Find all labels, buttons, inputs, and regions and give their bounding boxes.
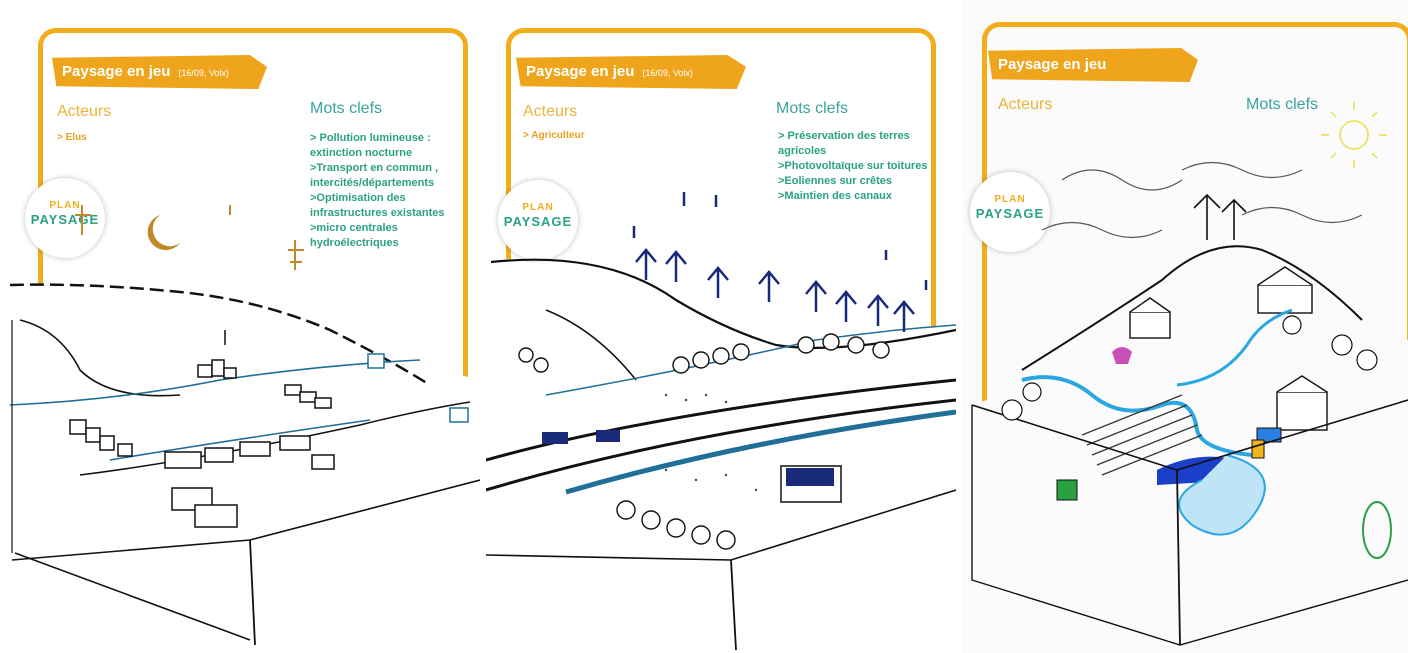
logo-line2: PAYSAGE	[975, 206, 1045, 221]
keyword-list: > Pollution lumineuse : extinction noctu…	[310, 131, 445, 251]
wind-turbines	[632, 192, 928, 332]
moon-icon	[147, 215, 180, 251]
acteur-item: > Elus	[57, 132, 87, 143]
keyword-line: >Eoliennes sur crêtes	[778, 175, 893, 187]
logo-line2: PAYSAGE	[503, 214, 573, 229]
keyword-line: >micro centrales	[310, 222, 398, 234]
keyword-line: > Pollution lumineuse :	[310, 132, 431, 144]
logo-line1: PLAN	[994, 194, 1026, 205]
keyword-line: intercités/départements	[310, 177, 435, 189]
panel-participatif: Paysage en jeu Acteurs Mots clefs PLAN P…	[962, 0, 1408, 653]
panel-agriculteur: Paysage en jeu (16/09, Volx) Acteurs Mots…	[486, 0, 956, 653]
logo-line1: PLAN	[49, 200, 81, 211]
mots-clefs-heading: Mots clefs	[1246, 96, 1319, 113]
landscape-sketch	[486, 192, 956, 653]
panel-title-text: Paysage en jeu	[998, 56, 1107, 73]
plan-paysage-logo: PLAN PAYSAGE	[498, 180, 578, 260]
animal-icon	[1112, 347, 1132, 364]
keyword-line: >Optimisation des	[310, 192, 406, 204]
logo-line1: PLAN	[522, 202, 554, 213]
keyword-line: > Préservation des terres	[778, 130, 910, 142]
keyword-line: >Maintien des canaux	[778, 190, 893, 202]
keyword-line: >Photovoltaïque sur toitures	[778, 160, 928, 172]
keyword-line: extinction nocturne	[310, 147, 413, 159]
keyword-line: >Transport en commun ,	[310, 162, 439, 174]
landscape-sketch	[9, 205, 480, 653]
river	[1021, 375, 1253, 457]
houses	[1129, 266, 1328, 431]
panel-date: (16/09, Volx)	[642, 68, 693, 78]
clouds	[1041, 161, 1363, 239]
panel-elus: Paysage en jeu (16/09, Volx) Acteurs Mots…	[0, 0, 480, 653]
plan-paysage-logo: PLAN PAYSAGE	[25, 178, 105, 258]
keyword-list: > Préservation des terres agricoles >Pho…	[778, 129, 927, 204]
landscape-sketch	[971, 102, 1408, 653]
mots-clefs-heading: Mots clefs	[776, 100, 849, 117]
acteur-item: > Agriculteur	[523, 130, 585, 141]
green-label-icon	[1056, 479, 1078, 501]
acteurs-heading: Acteurs	[523, 103, 578, 120]
panel-title: Paysage en jeu (16/09, Volx)	[52, 55, 267, 89]
keyword-line: hydroélectriques	[310, 237, 399, 249]
crop-field-dots	[664, 393, 758, 492]
keyword-line: infrastructures existantes	[310, 207, 445, 219]
panel-title-text: Paysage en jeu	[62, 63, 171, 80]
acteurs-heading: Acteurs	[57, 103, 112, 120]
dam-icon	[288, 240, 304, 270]
stamp-icon	[1362, 501, 1392, 559]
wind-turbines	[1193, 193, 1247, 240]
sun-icon	[1321, 102, 1387, 168]
aquifer	[1178, 454, 1266, 536]
panel-title: Paysage en jeu (16/09, Volx)	[516, 55, 746, 89]
keyword-line: agricoles	[778, 145, 827, 157]
panel-title: Paysage en jeu	[988, 48, 1198, 82]
panel-date: (16/09, Volx)	[178, 68, 229, 78]
panel-title-text: Paysage en jeu	[526, 63, 635, 80]
acteurs-heading: Acteurs	[998, 96, 1053, 113]
mots-clefs-heading: Mots clefs	[310, 100, 383, 117]
plan-paysage-logo: PLAN PAYSAGE	[970, 172, 1050, 252]
